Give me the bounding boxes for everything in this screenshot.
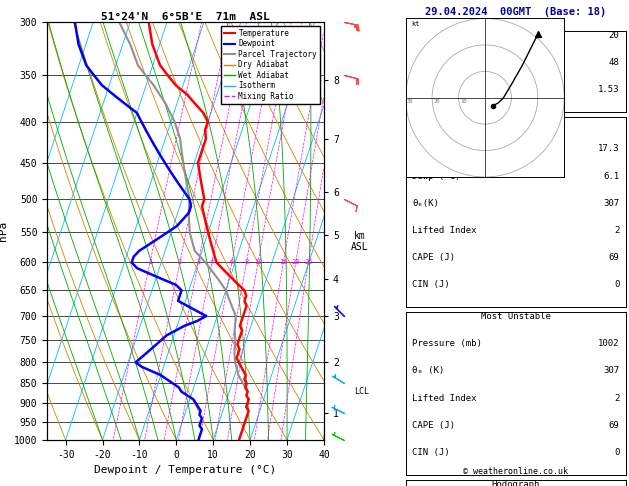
Text: LCL: LCL	[354, 387, 369, 396]
Text: Most Unstable: Most Unstable	[481, 312, 551, 321]
Text: CAPE (J): CAPE (J)	[413, 253, 455, 262]
Y-axis label: hPa: hPa	[0, 221, 8, 241]
Text: CIN (J): CIN (J)	[413, 448, 450, 457]
Text: 25: 25	[304, 260, 313, 265]
Text: 17.3: 17.3	[598, 144, 619, 154]
Text: 1: 1	[148, 260, 152, 265]
Text: 69: 69	[608, 421, 619, 430]
Text: 0: 0	[614, 280, 619, 289]
Text: 4: 4	[210, 260, 214, 265]
Text: θₑ (K): θₑ (K)	[413, 366, 445, 375]
Text: 30: 30	[407, 99, 413, 104]
Text: 20: 20	[608, 31, 619, 40]
Text: 307: 307	[603, 366, 619, 375]
Text: 2: 2	[178, 260, 182, 265]
Text: 6.1: 6.1	[603, 172, 619, 181]
Text: Dewp (°C): Dewp (°C)	[413, 172, 460, 181]
Legend: Temperature, Dewpoint, Parcel Trajectory, Dry Adiabat, Wet Adiabat, Isotherm, Mi: Temperature, Dewpoint, Parcel Trajectory…	[221, 26, 320, 104]
Text: 1002: 1002	[598, 339, 619, 348]
Text: 0: 0	[614, 448, 619, 457]
Text: 8: 8	[244, 260, 248, 265]
Text: Lifted Index: Lifted Index	[413, 394, 477, 402]
Text: © weatheronline.co.uk: © weatheronline.co.uk	[464, 468, 568, 476]
Text: 51°24'N  6°5B'E  71m  ASL: 51°24'N 6°5B'E 71m ASL	[101, 12, 270, 22]
X-axis label: Dewpoint / Temperature (°C): Dewpoint / Temperature (°C)	[94, 465, 277, 475]
Text: 1.53: 1.53	[598, 86, 619, 94]
Text: θₑ(K): θₑ(K)	[413, 199, 439, 208]
Text: Surface: Surface	[497, 117, 535, 126]
Text: CIN (J): CIN (J)	[413, 280, 450, 289]
Text: 20: 20	[291, 260, 300, 265]
Y-axis label: km
ASL: km ASL	[351, 231, 369, 252]
Text: kt: kt	[411, 21, 420, 27]
Text: Lifted Index: Lifted Index	[413, 226, 477, 235]
Text: 48: 48	[608, 58, 619, 67]
Text: CAPE (J): CAPE (J)	[413, 421, 455, 430]
Text: 10: 10	[253, 260, 262, 265]
Text: 2: 2	[614, 226, 619, 235]
Text: PW (cm): PW (cm)	[413, 86, 450, 94]
Text: 3: 3	[196, 260, 201, 265]
Text: 307: 307	[603, 199, 619, 208]
Text: 16: 16	[279, 260, 287, 265]
Text: Pressure (mb): Pressure (mb)	[413, 339, 482, 348]
Text: Hodograph: Hodograph	[492, 480, 540, 486]
Text: 20: 20	[433, 99, 440, 104]
Text: 69: 69	[608, 253, 619, 262]
Text: 6: 6	[230, 260, 234, 265]
Text: 10: 10	[460, 99, 466, 104]
Text: Temp (°C): Temp (°C)	[413, 144, 460, 154]
Text: Totals Totals: Totals Totals	[413, 58, 482, 67]
Text: 2: 2	[614, 394, 619, 402]
Text: 29.04.2024  00GMT  (Base: 18): 29.04.2024 00GMT (Base: 18)	[425, 7, 606, 17]
Text: K: K	[413, 31, 418, 40]
